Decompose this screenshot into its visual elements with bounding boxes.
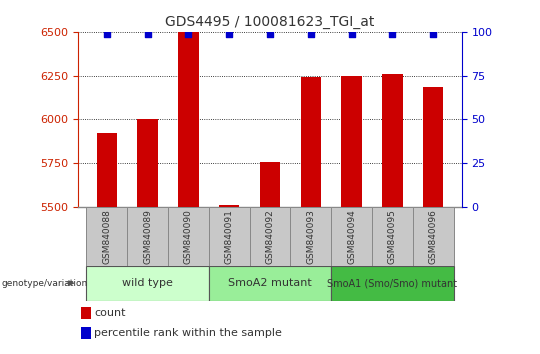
Text: wild type: wild type	[122, 278, 173, 288]
Bar	[331, 266, 454, 301]
Text: GSM840096: GSM840096	[429, 209, 437, 264]
Text: GSM840089: GSM840089	[143, 209, 152, 264]
Text: SmoA2 mutant: SmoA2 mutant	[228, 278, 312, 288]
Text: GSM840095: GSM840095	[388, 209, 397, 264]
Title: GDS4495 / 100081623_TGI_at: GDS4495 / 100081623_TGI_at	[165, 16, 375, 29]
Bar	[168, 207, 209, 266]
Point	[143, 31, 152, 36]
Text: genotype/variation: genotype/variation	[2, 279, 88, 288]
Text: GSM840091: GSM840091	[225, 209, 234, 264]
Point	[266, 31, 274, 36]
Text: percentile rank within the sample: percentile rank within the sample	[94, 328, 282, 338]
Text: GSM840090: GSM840090	[184, 209, 193, 264]
Point	[184, 31, 193, 36]
Bar	[413, 207, 454, 266]
Point	[307, 31, 315, 36]
Bar	[86, 207, 127, 266]
Text: GSM840094: GSM840094	[347, 209, 356, 264]
Point	[388, 31, 397, 36]
Text: GSM840092: GSM840092	[266, 209, 274, 264]
Point	[103, 31, 111, 36]
Bar	[127, 207, 168, 266]
Bar	[372, 207, 413, 266]
Bar	[249, 207, 291, 266]
Bar	[423, 87, 443, 207]
Bar	[219, 205, 239, 207]
Bar	[341, 76, 362, 207]
Point	[347, 31, 356, 36]
Text: count: count	[94, 308, 126, 318]
Bar	[80, 307, 91, 319]
Text: GSM840088: GSM840088	[103, 209, 111, 264]
Point	[225, 31, 233, 36]
Bar	[301, 76, 321, 207]
Bar	[209, 266, 331, 301]
Bar	[178, 32, 199, 207]
Bar	[209, 207, 249, 266]
Bar	[97, 133, 117, 207]
Point	[429, 31, 437, 36]
Bar	[138, 120, 158, 207]
Bar	[331, 207, 372, 266]
Bar	[291, 207, 331, 266]
Bar	[86, 266, 209, 301]
Text: SmoA1 (Smo/Smo) mutant: SmoA1 (Smo/Smo) mutant	[327, 278, 457, 288]
Text: GSM840093: GSM840093	[306, 209, 315, 264]
Bar	[382, 74, 402, 207]
Bar	[260, 161, 280, 207]
Bar	[80, 327, 91, 339]
